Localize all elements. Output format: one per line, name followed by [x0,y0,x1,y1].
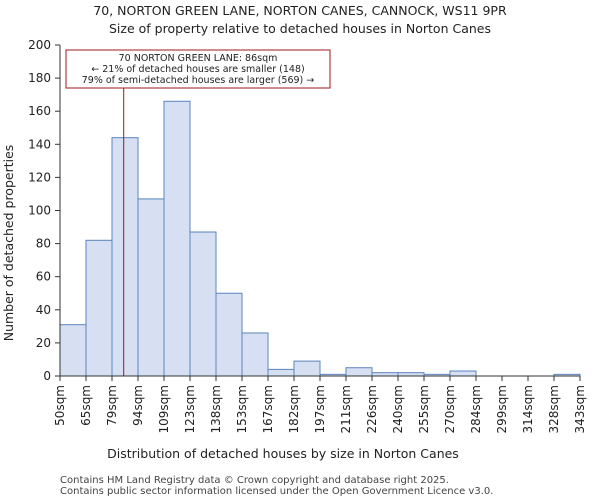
x-tick-label: 240sqm [391,385,405,433]
chart-title-line-1: 70, NORTON GREEN LANE, NORTON CANES, CAN… [93,3,507,18]
y-tick-label: 200 [28,38,51,52]
histogram-bar [241,332,269,377]
footer-line-2: Contains public sector information licen… [60,486,493,497]
histogram-bar [449,370,477,377]
histogram-bar [293,360,321,377]
y-tick-label: 80 [36,237,51,251]
x-tick-label: 65sqm [79,385,93,426]
annotation-line-2: ← 21% of detached houses are smaller (14… [91,64,304,75]
chart-title-line-2: Size of property relative to detached ho… [109,21,491,36]
x-tick-label: 50sqm [53,385,67,426]
y-tick-label: 140 [28,137,51,151]
x-tick-label: 167sqm [261,385,275,433]
x-axis-label: Distribution of detached houses by size … [107,446,459,461]
x-tick-label: 153sqm [235,385,249,433]
x-tick-label: 79sqm [105,385,119,426]
x-tick-label: 138sqm [209,385,223,433]
histogram-bar [189,231,217,377]
x-tick-label: 211sqm [339,385,353,433]
histogram-bar [137,198,165,377]
x-tick-label: 343sqm [573,385,587,433]
x-tick-label: 182sqm [287,385,301,433]
x-tick-label: 270sqm [443,385,457,433]
y-ticks: 0 20 40 60 80 100 120 140 160 180 200 [28,38,60,383]
x-tick-label: 328sqm [547,385,561,433]
annotation-frame [65,49,331,89]
histogram-bar [267,368,295,377]
y-tick-label: 100 [28,204,51,218]
x-tick-label: 123sqm [183,385,197,433]
x-tick-label: 109sqm [157,385,171,433]
histogram-bar [111,137,139,377]
y-tick-label: 180 [28,71,51,85]
x-tick-label: 314sqm [521,385,535,433]
annotation-line-1: 70 NORTON GREEN LANE: 86sqm [119,53,278,64]
y-tick-label: 0 [43,369,51,383]
footer-line-1: Contains HM Land Registry data © Crown c… [60,475,449,486]
annotation-box: 70 NORTON GREEN LANE: 86sqm ← 21% of det… [65,49,331,89]
y-tick-label: 20 [36,336,51,350]
histogram-bar [85,239,113,377]
y-tick-label: 40 [36,303,51,317]
y-tick-label: 160 [28,104,51,118]
x-tick-label: 226sqm [365,385,379,433]
bars [59,100,581,377]
y-axis-label: Number of detached properties [1,145,16,342]
histogram-bar [163,100,191,377]
y-tick-label: 120 [28,170,51,184]
x-tick-label: 94sqm [131,385,145,426]
x-tick-label: 299sqm [495,385,509,433]
histogram-bar [215,292,243,377]
x-tick-label: 197sqm [313,385,327,433]
x-tick-label: 284sqm [469,385,483,433]
annotation-line-3: 79% of semi-detached houses are larger (… [82,75,315,86]
x-tick-label: 255sqm [417,385,431,433]
x-ticks: 50sqm 65sqm 79sqm 94sqm 109sqm 123sqm 138sqm 15… [53,376,587,433]
histogram-bar [345,367,373,377]
histogram-bar [59,324,87,377]
y-tick-label: 60 [36,270,51,284]
